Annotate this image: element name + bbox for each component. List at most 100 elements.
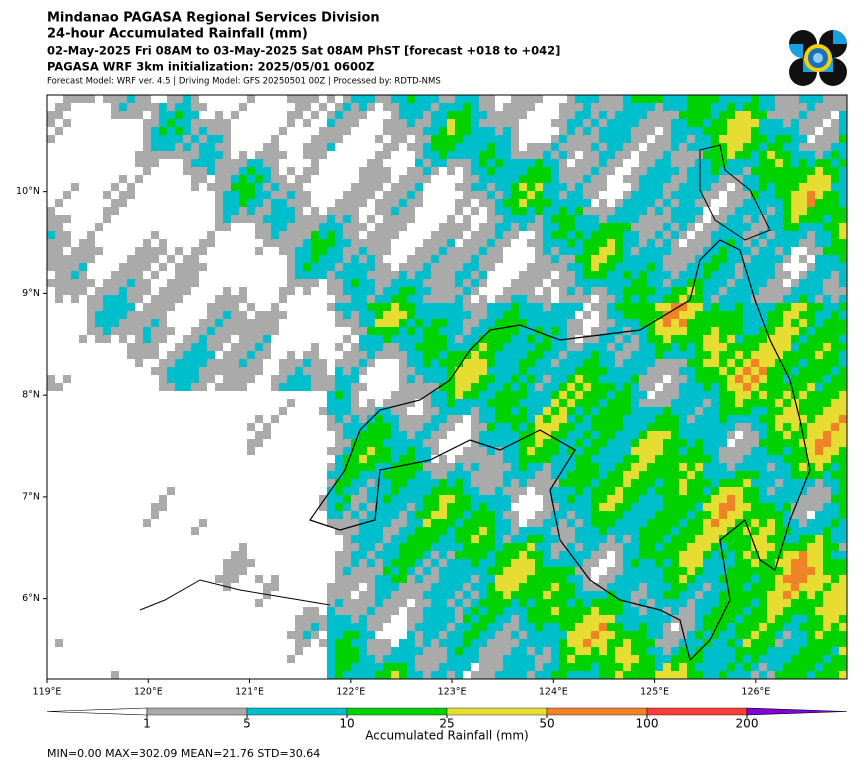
rain-cell: [687, 319, 695, 327]
rain-cell: [727, 231, 735, 239]
rain-cell: [735, 471, 743, 479]
rain-cell: [631, 655, 639, 663]
rain-cell: [127, 351, 135, 359]
rain-cell: [511, 207, 519, 215]
rain-cell: [63, 271, 71, 279]
rain-cell: [759, 351, 767, 359]
rain-cell: [735, 447, 743, 455]
rain-cell: [455, 407, 463, 415]
rain-cell: [487, 575, 495, 583]
rain-cell: [607, 343, 615, 351]
rain-cell: [767, 391, 775, 399]
rain-cell: [791, 599, 799, 607]
rain-cell: [823, 255, 831, 263]
rain-cell: [319, 623, 327, 631]
rain-cell: [671, 407, 679, 415]
rain-cell: [359, 487, 367, 495]
rain-cell: [695, 111, 703, 119]
rain-cell: [751, 327, 759, 335]
rain-cell: [607, 447, 615, 455]
rain-cell: [487, 415, 495, 423]
rain-cell: [279, 223, 287, 231]
rain-cell: [807, 391, 815, 399]
rain-cell: [735, 519, 743, 527]
rain-cell: [495, 623, 503, 631]
rain-cell: [631, 223, 639, 231]
rain-cell: [455, 343, 463, 351]
rain-cell: [503, 519, 511, 527]
rain-cell: [583, 399, 591, 407]
rain-cell: [599, 607, 607, 615]
rain-cell: [431, 383, 439, 391]
rain-cell: [679, 223, 687, 231]
rain-cell: [775, 255, 783, 263]
rain-cell: [375, 495, 383, 503]
rain-cell: [303, 239, 311, 247]
rain-cell: [415, 631, 423, 639]
rain-cell: [631, 407, 639, 415]
rain-cell: [511, 183, 519, 191]
rain-cell: [607, 279, 615, 287]
rain-cell: [615, 431, 623, 439]
rain-cell: [807, 247, 815, 255]
rain-cell: [383, 415, 391, 423]
rain-cell: [303, 639, 311, 647]
rain-cell: [367, 407, 375, 415]
rain-cell: [575, 95, 583, 103]
rain-cell: [343, 295, 351, 303]
rain-cell: [383, 535, 391, 543]
rain-cell: [343, 319, 351, 327]
rain-cell: [487, 175, 495, 183]
rain-cell: [815, 599, 823, 607]
rain-cell: [631, 503, 639, 511]
rain-cell: [415, 511, 423, 519]
rain-cell: [663, 327, 671, 335]
rain-cell: [559, 455, 567, 463]
rain-cell: [199, 343, 207, 351]
rain-cell: [543, 655, 551, 663]
rain-cell: [535, 447, 543, 455]
rain-cell: [799, 183, 807, 191]
rain-cell: [687, 511, 695, 519]
rain-cell: [679, 471, 687, 479]
rain-cell: [351, 399, 359, 407]
rain-cell: [519, 287, 527, 295]
rain-cell: [271, 135, 279, 143]
rain-cell: [479, 231, 487, 239]
rain-cell: [711, 247, 719, 255]
rain-cell: [695, 407, 703, 415]
rain-cell: [367, 439, 375, 447]
rain-cell: [495, 303, 503, 311]
rain-cell: [807, 207, 815, 215]
rain-cell: [647, 231, 655, 239]
rain-cell: [295, 271, 303, 279]
rain-cell: [751, 143, 759, 151]
rain-cell: [663, 431, 671, 439]
rain-cell: [815, 399, 823, 407]
rain-cell: [351, 631, 359, 639]
rain-cell: [711, 519, 719, 527]
rain-cell: [639, 199, 647, 207]
rain-cell: [751, 255, 759, 263]
rain-cell: [743, 223, 751, 231]
rain-cell: [759, 183, 767, 191]
rain-cell: [383, 279, 391, 287]
rain-cell: [175, 95, 183, 103]
rain-cell: [463, 119, 471, 127]
rain-cell: [623, 343, 631, 351]
rain-cell: [719, 167, 727, 175]
rain-cell: [687, 479, 695, 487]
rain-cell: [207, 375, 215, 383]
rain-cell: [751, 535, 759, 543]
rain-cell: [687, 127, 695, 135]
rain-cell: [711, 159, 719, 167]
rain-cell: [695, 319, 703, 327]
rain-cell: [207, 335, 215, 343]
rain-cell: [543, 239, 551, 247]
rain-cell: [655, 327, 663, 335]
rain-cell: [455, 399, 463, 407]
rain-cell: [399, 591, 407, 599]
rain-cell: [151, 311, 159, 319]
rain-cell: [663, 199, 671, 207]
rain-cell: [759, 551, 767, 559]
